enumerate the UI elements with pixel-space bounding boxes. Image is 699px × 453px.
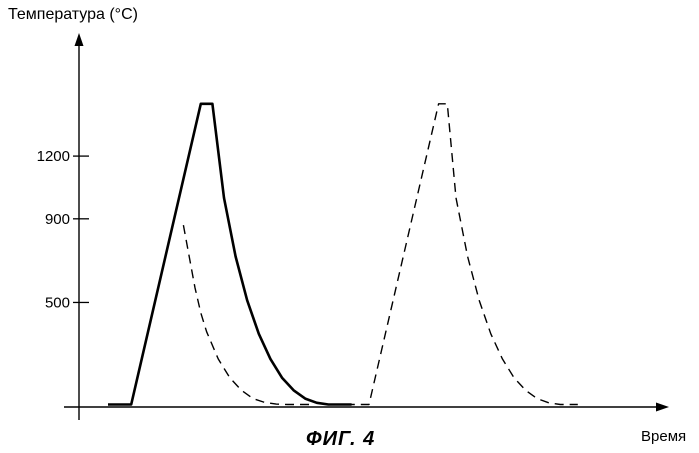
y-tick-label: 500 — [45, 294, 70, 311]
series-group — [108, 104, 578, 405]
figure-caption: ФИГ. 4 — [306, 428, 375, 451]
y-tick-label: 900 — [45, 211, 70, 228]
series-line-3 — [346, 104, 578, 405]
axes — [64, 33, 669, 420]
y-ticks: 500 900 1200 — [37, 148, 89, 311]
x-axis-arrow — [656, 403, 669, 412]
y-tick-label: 1200 — [37, 148, 70, 165]
series-line-2 — [183, 225, 311, 404]
y-axis-arrow — [75, 33, 84, 46]
y-axis-label: Температура (°C) — [8, 6, 138, 24]
series-line-1 — [108, 104, 352, 405]
x-axis-label: Время — [641, 428, 686, 445]
